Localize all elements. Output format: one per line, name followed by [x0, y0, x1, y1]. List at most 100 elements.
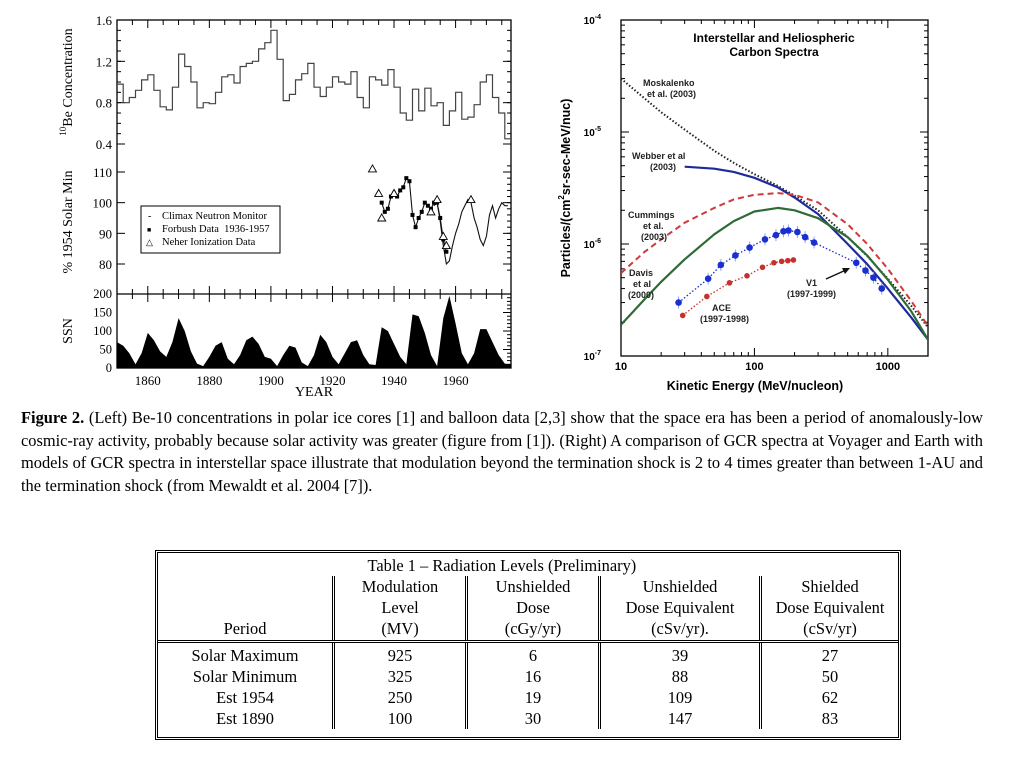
table-row: Est 1890 100 30 147 83 — [158, 708, 898, 729]
year-tick-label: 1920 — [319, 373, 345, 388]
v1-data-point — [810, 239, 818, 246]
webber-et-al-2003-line — [684, 165, 928, 341]
ssn-ytick-label: 150 — [93, 306, 112, 320]
period-cell: Est 1954 — [216, 688, 274, 707]
right-chart-xlabel: Kinetic Energy (MeV/nucleon) — [667, 379, 843, 393]
value-cell: 39 — [598, 641, 761, 666]
solar-min-ylabel: % 1954 Solar Min — [61, 170, 76, 273]
neher-point — [438, 231, 449, 240]
ace-data-point — [790, 257, 797, 263]
y-tick-label: 10-4 — [584, 14, 601, 27]
forbush-point — [379, 200, 384, 205]
forbush-point — [385, 206, 390, 211]
label-ace-1: ACE — [712, 303, 731, 313]
label-cummings-1: Cummings — [628, 210, 675, 220]
v1-data-point — [732, 252, 739, 259]
right-plot-border — [620, 19, 929, 357]
right-ylabel-superscript: 2 — [557, 195, 566, 200]
value-cell: 109 — [598, 687, 761, 708]
be-ytick-label: 1.6 — [96, 13, 113, 28]
label-webber-2: (2003) — [650, 162, 676, 172]
v1-data-point — [862, 267, 869, 274]
mid-ytick-label: 100 — [93, 196, 113, 211]
year-tick-label: 1900 — [258, 373, 284, 388]
legend-symbol-neher: △ — [146, 237, 153, 247]
label-v1-1: V1 — [806, 278, 817, 288]
figure-caption: Figure 2. (Left) Be-10 concentrations in… — [21, 407, 983, 497]
series-labels: Moskalenko et al. (2003) Webber et al (2… — [628, 78, 836, 324]
label-v1-2: (1997-1999) — [787, 289, 836, 299]
be-ytick-label: 1.2 — [96, 54, 112, 69]
v1-data-point — [675, 299, 682, 306]
table-row: Solar Maximum 925 6 39 27 — [158, 641, 898, 666]
table-row: Est 1954 250 19 109 62 — [158, 687, 898, 708]
value-cell: 16 — [465, 666, 600, 687]
year-tick-label: 1940 — [381, 373, 407, 388]
right-ylabel-part1: Particles/(cm — [559, 200, 573, 278]
neher-point — [432, 194, 442, 204]
mid-ytick-label: 110 — [93, 165, 112, 180]
legend-label-neher: Neher Ionization Data — [162, 237, 256, 248]
ace-data-point — [679, 312, 686, 319]
ace-data-point — [778, 258, 785, 265]
label-davis-2: et al — [633, 279, 651, 289]
right-chart-title-line2: Carbon Spectra — [729, 45, 819, 59]
forbush-point — [416, 216, 421, 220]
v1-data-point — [801, 233, 809, 241]
label-davis-1: Davis — [629, 268, 653, 278]
period-cell: Est 1890 — [216, 709, 274, 728]
cummings-et-al-2003-line — [621, 192, 928, 327]
forbush-point — [404, 176, 409, 181]
ssn-ytick-label: 200 — [93, 287, 112, 301]
ace-data-point — [759, 264, 766, 271]
ssn-ylabel: SSN — [61, 318, 76, 344]
neher-point — [373, 188, 384, 197]
value-cell: 83 — [759, 708, 898, 729]
header-shielded-dose-equivalent: Shielded Dose Equivalent (cSv/yr) — [759, 576, 898, 643]
mid-ytick-label: 90 — [99, 226, 112, 241]
period-cell: Solar Minimum — [192, 667, 298, 686]
ssn-ytick-label: 100 — [93, 324, 112, 338]
table-title-row: Table 1 – Radiation Levels (Preliminary) — [158, 553, 898, 576]
value-cell: 147 — [598, 708, 761, 729]
forbush-point — [422, 200, 427, 205]
v1-data-point — [870, 274, 877, 282]
forbush-point — [444, 249, 449, 254]
x-tick-label: 100 — [745, 361, 763, 373]
be10-ylabel: 10Be Concentration — [58, 28, 76, 135]
forbush-point — [425, 203, 430, 208]
label-ace-2: (1997-1998) — [700, 314, 749, 324]
caption-text: (Left) Be-10 concentrations in polar ice… — [21, 408, 983, 495]
radiation-levels-table: Table 1 – Radiation Levels (Preliminary)… — [155, 550, 901, 740]
label-moskalenko-1: Moskalenko — [643, 78, 695, 88]
neutron-monitor-series — [367, 164, 508, 266]
label-cummings-2: et al. — [643, 221, 664, 231]
right-ylabel-part2: sr-sec-MeV/nuc) — [559, 99, 573, 196]
value-cell: 30 — [465, 708, 600, 729]
legend-label-forbush: Forbush Data 1936-1957 — [162, 224, 270, 235]
right-chart-title-line1: Interstellar and Heliospheric — [693, 31, 855, 45]
v1-data-point — [785, 227, 792, 234]
v1-data-point — [704, 275, 712, 282]
value-cell: 100 — [332, 708, 467, 729]
label-moskalenko-2: et al. (2003) — [647, 89, 696, 99]
be10-ylabel-superscript: 10 — [58, 126, 68, 136]
be-ytick-label: 0.8 — [96, 96, 112, 111]
value-cell: 27 — [759, 641, 898, 666]
y-tick-label: 10-6 — [584, 238, 601, 251]
neher-point — [466, 194, 476, 204]
v1-data-point — [772, 231, 780, 239]
value-cell: 6 — [465, 641, 600, 666]
table-title: Table 1 – Radiation Levels (Preliminary) — [367, 556, 637, 575]
value-cell: 325 — [332, 666, 467, 687]
value-cell: 250 — [332, 687, 467, 708]
climax-neutron-line — [433, 198, 508, 266]
value-cell: 50 — [759, 666, 898, 687]
header-period: Period — [158, 576, 334, 643]
v1-data-point — [878, 285, 886, 292]
right-chart-ylabel: Particles/(cm2sr-sec-MeV/nuc) — [557, 99, 573, 278]
right-chart-ticks: 10 100 1000 10-4 10-5 10-6 10-7 — [584, 14, 929, 373]
header-unshielded-dose: Unshielded Dose (cGy/yr) — [465, 576, 600, 643]
caption-label: Figure 2. — [21, 408, 85, 427]
